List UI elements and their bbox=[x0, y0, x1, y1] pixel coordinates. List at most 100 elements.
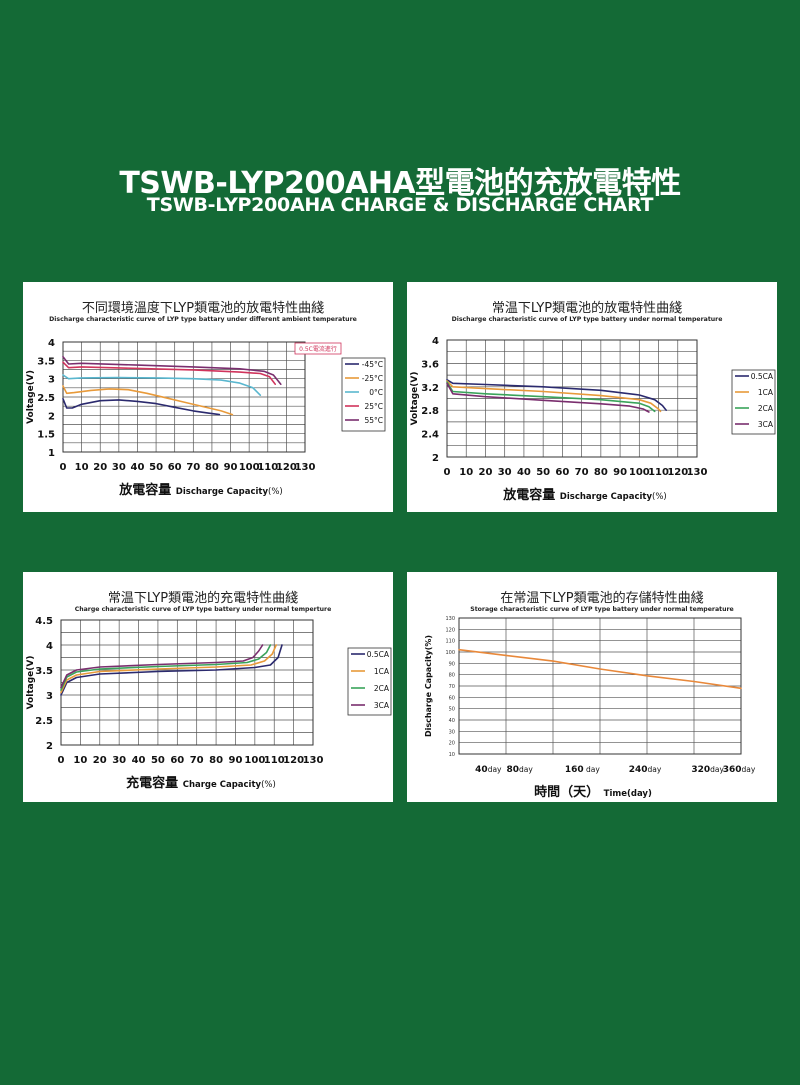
chart-p3-legend-label: 1CA bbox=[374, 667, 390, 676]
chart-p3-ytick-label: 2 bbox=[46, 741, 53, 752]
panel-charge-rate: 常温下LYP類電池的充電特性曲綫 Charge characteristic cu… bbox=[23, 572, 393, 802]
chart-p3-xtick-label: 0 bbox=[58, 755, 65, 766]
chart-p3-xtick-label: 50 bbox=[151, 755, 165, 766]
chart-p3-xtick-label: 110 bbox=[264, 755, 285, 766]
chart-p3-xtick-label: 120 bbox=[283, 755, 304, 766]
chart-p4-xtick-label: 40day bbox=[475, 765, 502, 775]
chart-p3-ytick-label: 4 bbox=[46, 641, 53, 652]
chart-p3-xtick-label: 90 bbox=[229, 755, 243, 766]
chart-p1-xtick-label: 100 bbox=[239, 462, 260, 473]
chart-p2-series-line-3 bbox=[446, 381, 656, 413]
chart-p3-ytick-label: 3 bbox=[46, 691, 53, 702]
chart-p4-ytick-label: 60 bbox=[449, 695, 455, 701]
chart-p3-title: 常温下LYP類電池的充電特性曲綫 bbox=[108, 590, 298, 606]
chart-p1-legend-label: 25°C bbox=[364, 402, 383, 411]
chart-p2-xtick-label: 10 bbox=[459, 467, 473, 478]
chart-p1-subtitle: Discharge characteristic curve of LYP ty… bbox=[49, 316, 357, 323]
chart-p1-plot-frame bbox=[62, 341, 306, 453]
chart-p2-legend-label: 2CA bbox=[758, 404, 774, 413]
chart-p1-legend-label: 0°C bbox=[369, 388, 383, 397]
chart-p3-subtitle: Charge characteristic curve of LYP type … bbox=[75, 606, 332, 613]
chart-p2-xtick-label: 90 bbox=[613, 467, 627, 478]
chart-p1-xtick-label: 10 bbox=[75, 462, 89, 473]
chart-p3-legend-label: 3CA bbox=[374, 701, 390, 710]
chart-p2-xtick-label: 0 bbox=[444, 467, 451, 478]
chart-p1-xtick-label: 70 bbox=[186, 462, 200, 473]
chart-p2-xtick-label: 20 bbox=[479, 467, 493, 478]
chart-p4-xtick-label: 160 day bbox=[565, 765, 601, 775]
chart-p1-ytick-label: 3.5 bbox=[37, 356, 55, 367]
chart-p1-legend-label: -45°C bbox=[362, 360, 383, 369]
chart-p1-ytick-label: 1.5 bbox=[37, 430, 55, 441]
chart-p1-annotation-box bbox=[294, 342, 342, 355]
chart-p4-ytick-label: 90 bbox=[449, 661, 455, 667]
chart-p1-xtick-label: 90 bbox=[224, 462, 238, 473]
chart-p3-xtick-label: 10 bbox=[73, 755, 87, 766]
chart-p3-xtick-label: 30 bbox=[112, 755, 126, 766]
chart-p2-ytick-label: 2.8 bbox=[421, 406, 439, 417]
chart-p4-subtitle: Storage characteristic curve of LYP type… bbox=[470, 606, 734, 613]
chart-p2-ytick-label: 4 bbox=[432, 336, 439, 347]
chart-p1-series-line-4 bbox=[62, 361, 276, 385]
chart-p4-ytick-label: 100 bbox=[445, 650, 455, 656]
chart-p1-ytick-label: 2.5 bbox=[37, 393, 55, 404]
chart-p1-xtick-label: 20 bbox=[93, 462, 107, 473]
chart-p4-xlabel: 時間（天） Time(day) bbox=[534, 784, 652, 800]
chart-p3-series-line-4 bbox=[60, 644, 264, 689]
chart-p1-legend-label: 55°C bbox=[364, 416, 383, 425]
chart-p2-ylabel: Voltage(V) bbox=[410, 372, 420, 426]
chart-p2-title: 常温下LYP類電池的放電特性曲綫 bbox=[492, 300, 682, 316]
chart-p4-ytick-label: 50 bbox=[449, 707, 455, 713]
chart-p1-ytick-label: 2 bbox=[48, 411, 55, 422]
chart-p4-xtick-label: 240day bbox=[629, 765, 662, 775]
chart-p3-xtick-label: 60 bbox=[170, 755, 184, 766]
chart-p1-ytick-label: 1 bbox=[48, 448, 55, 459]
chart-p3-xtick-label: 20 bbox=[93, 755, 107, 766]
chart-p3-xtick-label: 40 bbox=[132, 755, 146, 766]
panel-storage: 在常温下LYP類電池的存儲特性曲綫 Storage characteristic … bbox=[407, 572, 777, 802]
chart-p4-xtick-label: 360day bbox=[723, 765, 756, 775]
chart-p2-ytick-label: 3.6 bbox=[421, 359, 439, 370]
chart-p1-xtick-label: 40 bbox=[131, 462, 145, 473]
chart-p4-ytick-label: 20 bbox=[449, 741, 455, 747]
chart-p4-series-line-1 bbox=[458, 648, 742, 690]
chart-p2-xtick-label: 30 bbox=[498, 467, 512, 478]
chart-p3-xtick-label: 130 bbox=[303, 755, 324, 766]
chart-p4-ytick-label: 10 bbox=[449, 752, 455, 758]
chart-p3-ytick-label: 3.5 bbox=[35, 666, 53, 677]
chart-p3-xlabel: 充電容量 Charge Capacity(%) bbox=[126, 775, 276, 791]
chart-p3-xtick-label: 70 bbox=[190, 755, 204, 766]
chart-p1-legend-box bbox=[341, 357, 386, 432]
chart-p4-ytick-label: 80 bbox=[449, 673, 455, 679]
chart-p2-subtitle: Discharge characteristic curve of LYP ty… bbox=[452, 316, 723, 323]
chart-p2-series-line-4 bbox=[446, 382, 650, 413]
chart-p3-series-line-3 bbox=[60, 644, 272, 691]
chart-p3-plot-frame bbox=[60, 619, 314, 746]
chart-p4-ytick-label: 70 bbox=[449, 684, 455, 690]
chart-p1-legend-label: -25°C bbox=[362, 374, 383, 383]
chart-p2-legend-label: 0.5CA bbox=[751, 372, 774, 381]
chart-p2-ytick-label: 3.2 bbox=[421, 383, 439, 394]
chart-p4-ylabel: Discharge Capacity(%) bbox=[424, 635, 433, 737]
chart-p4-title: 在常温下LYP類電池的存儲特性曲綫 bbox=[500, 590, 703, 606]
chart-p1-ytick-label: 4 bbox=[48, 338, 55, 349]
chart-p1-ylabel: Voltage(V) bbox=[26, 370, 36, 424]
chart-p1-ytick-label: 3 bbox=[48, 375, 55, 386]
chart-p1-xtick-label: 80 bbox=[205, 462, 219, 473]
page-subtitle: TSWB-LYP200AHA CHARGE & DISCHARGE CHART bbox=[146, 194, 654, 216]
chart-p1-xtick-label: 60 bbox=[168, 462, 182, 473]
chart-p4-xtick-label: 80day bbox=[507, 765, 534, 775]
chart-p2-xtick-label: 120 bbox=[667, 467, 688, 478]
chart-p1-series-line-3 bbox=[62, 374, 262, 396]
page-title: TSWB-LYP200AHA型電池的充放電特性 bbox=[119, 166, 681, 201]
chart-p2-xtick-label: 70 bbox=[575, 467, 589, 478]
chart-p4-plot-frame bbox=[458, 617, 742, 755]
chart-p3-xtick-label: 80 bbox=[209, 755, 223, 766]
chart-p2-legend-label: 1CA bbox=[758, 388, 774, 397]
chart-p2-xtick-label: 100 bbox=[629, 467, 650, 478]
chart-p4-ytick-label: 130 bbox=[445, 616, 455, 622]
chart-p1-xlabel: 放電容量 Discharge Capacity(%) bbox=[118, 482, 282, 498]
chart-p2-series-line-1 bbox=[446, 379, 667, 411]
